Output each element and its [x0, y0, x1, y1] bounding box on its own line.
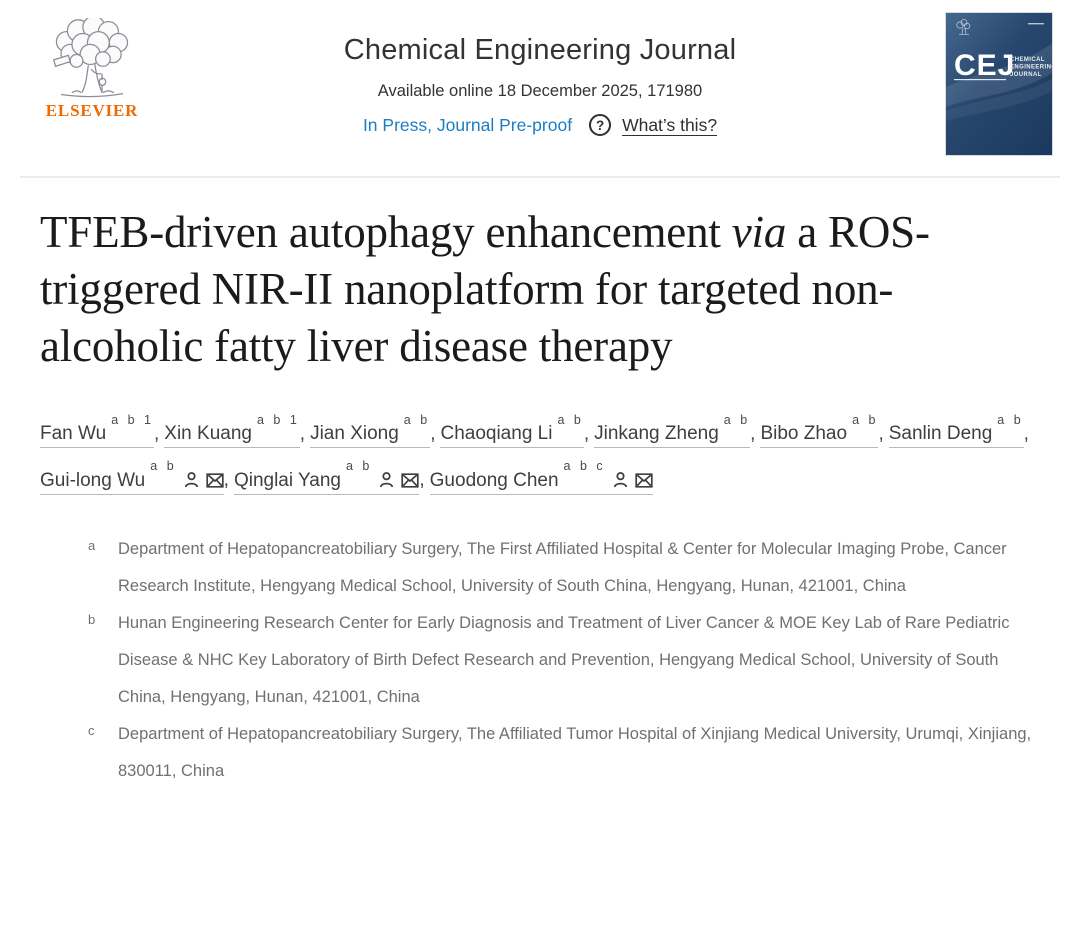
svg-text:ENGINEERING: ENGINEERING: [1010, 65, 1052, 71]
article-title: TFEB-driven autophagy enhancement via a …: [40, 204, 975, 375]
author-affiliation-superscript: a b: [403, 413, 431, 427]
person-icon: [613, 471, 627, 487]
article-main: TFEB-driven autophagy enhancement via a …: [0, 204, 1080, 790]
author-link[interactable]: Chaoqiang Li a b: [440, 413, 584, 449]
author-affiliation-superscript: a b: [557, 413, 584, 427]
title-italic-segment: via: [731, 207, 787, 257]
author-name: Qinglai Yang: [233, 469, 341, 491]
envelope-icon: [206, 473, 224, 488]
author: Jian Xionga b,: [310, 408, 435, 454]
author-link[interactable]: Xin Kuang a b 1: [164, 413, 300, 449]
status-row: In Press, Journal Pre-proof ? What’s thi…: [0, 114, 1080, 136]
author-affiliation-superscript: a b: [997, 413, 1024, 427]
affiliation-text: Hunan Engineering Research Center for Ea…: [118, 613, 1010, 706]
affiliation-list: a Department of Hepatopancreatobiliary Su…: [88, 531, 1040, 790]
author-link[interactable]: Bibo Zhao a b: [760, 413, 879, 449]
author: Guodong Chen a b c: [429, 454, 653, 500]
title-segment: TFEB-driven autophagy enhancement: [40, 207, 721, 257]
cover-initials: CEJ: [954, 49, 1015, 82]
author-name: Fan Wu: [40, 423, 107, 445]
affiliation-label: c: [88, 722, 95, 738]
in-press-link[interactable]: In Press, Journal Pre-proof: [362, 114, 573, 135]
journal-meta: Chemical Engineering Journal Available o…: [0, 34, 1080, 136]
elsevier-logo[interactable]: ELSEVIER: [42, 18, 142, 121]
author-link[interactable]: Guodong Chen a b c: [429, 459, 653, 495]
person-icon: [184, 471, 198, 487]
author-name: Sanlin Deng: [888, 423, 993, 445]
author-name: Jian Xiong: [310, 423, 399, 445]
title-segment: a ROS-triggered NIR-II nanoplatform for …: [40, 207, 930, 371]
author: Fan Wua b 1,: [40, 408, 159, 454]
author-affiliation-superscript: a b 1: [111, 413, 154, 427]
affiliation-text: Department of Hepatopancreatobiliary Sur…: [118, 724, 1032, 780]
author-name: Gui-long Wu: [40, 469, 146, 491]
person-icon: [380, 471, 394, 487]
author-affiliation-superscript: a b 1: [256, 413, 300, 427]
author-affiliation-superscript: a b: [723, 413, 751, 427]
author: Xin Kuanga b 1,: [164, 408, 305, 454]
author: Qinglai Yanga b,: [233, 454, 425, 500]
author-affiliation-superscript: a b: [150, 459, 177, 474]
author: Bibo Zhaoa b,: [760, 408, 884, 454]
author: Gui-long Wua b,: [40, 454, 229, 500]
elsevier-wordmark: ELSEVIER: [45, 101, 139, 120]
affiliation-label: b: [88, 611, 96, 627]
author: Sanlin Denga b,: [888, 408, 1029, 454]
envelope-icon: [401, 473, 420, 488]
svg-text:CHEMICAL: CHEMICAL: [1010, 57, 1045, 63]
affiliation: a Department of Hepatopancreatobiliary Su…: [88, 531, 1040, 605]
author: Jinkang Zhenga b,: [594, 408, 755, 454]
author-name: Guodong Chen: [429, 469, 559, 491]
author-affiliation-superscript: a b: [852, 413, 879, 427]
author-link[interactable]: Jian Xiong a b: [310, 413, 431, 449]
affiliation-label: a: [88, 537, 96, 553]
affiliation: b Hunan Engineering Research Center for E…: [88, 605, 1040, 716]
author-link[interactable]: Jinkang Zheng a b: [594, 413, 751, 449]
author-link[interactable]: Gui-long Wu a b: [40, 459, 224, 495]
elsevier-tree-icon: [52, 18, 129, 98]
author-name: Jinkang Zheng: [594, 423, 719, 445]
svg-text:JOURNAL: JOURNAL: [1010, 72, 1042, 78]
header-divider: [20, 176, 1060, 178]
author-link[interactable]: Qinglai Yang a b: [233, 459, 420, 495]
author-name: Xin Kuang: [164, 423, 252, 445]
author-link[interactable]: Sanlin Deng a b: [888, 413, 1024, 449]
author-link[interactable]: Fan Wu a b 1: [40, 413, 154, 449]
envelope-icon: [635, 473, 653, 488]
author-affiliation-superscript: a b: [345, 459, 373, 474]
affiliation: c Department of Hepatopancreatobiliary Su…: [88, 716, 1040, 790]
author-affiliation-superscript: a b c: [563, 459, 606, 474]
availability-text: Available online 18 December 2025, 17198…: [377, 82, 703, 100]
author-list: Fan Wua b 1, Xin Kuanga b 1, Jian Xionga b…: [40, 408, 1040, 501]
cover-elsevier-mark: [956, 19, 971, 35]
page-header: ELSEVIER Chemical Engineering Journal Av…: [0, 0, 1080, 178]
author: Chaoqiang Lia b,: [440, 408, 589, 454]
author-name: Bibo Zhao: [760, 423, 848, 445]
author-name: Chaoqiang Li: [440, 423, 553, 445]
cover-journal-name: CHEMICAL ENGINEERING JOURNAL: [1010, 57, 1052, 78]
whats-this-link[interactable]: What’s this?: [622, 114, 718, 135]
cover-issn-text: [1028, 23, 1044, 25]
journal-cover-image[interactable]: CEJ CHEMICAL ENGINEERING JOURNAL: [946, 13, 1052, 155]
affiliation-text: Department of Hepatopancreatobiliary Sur…: [118, 539, 1007, 595]
help-icon[interactable]: ?: [589, 114, 612, 136]
journal-title: Chemical Engineering Journal: [343, 34, 737, 66]
